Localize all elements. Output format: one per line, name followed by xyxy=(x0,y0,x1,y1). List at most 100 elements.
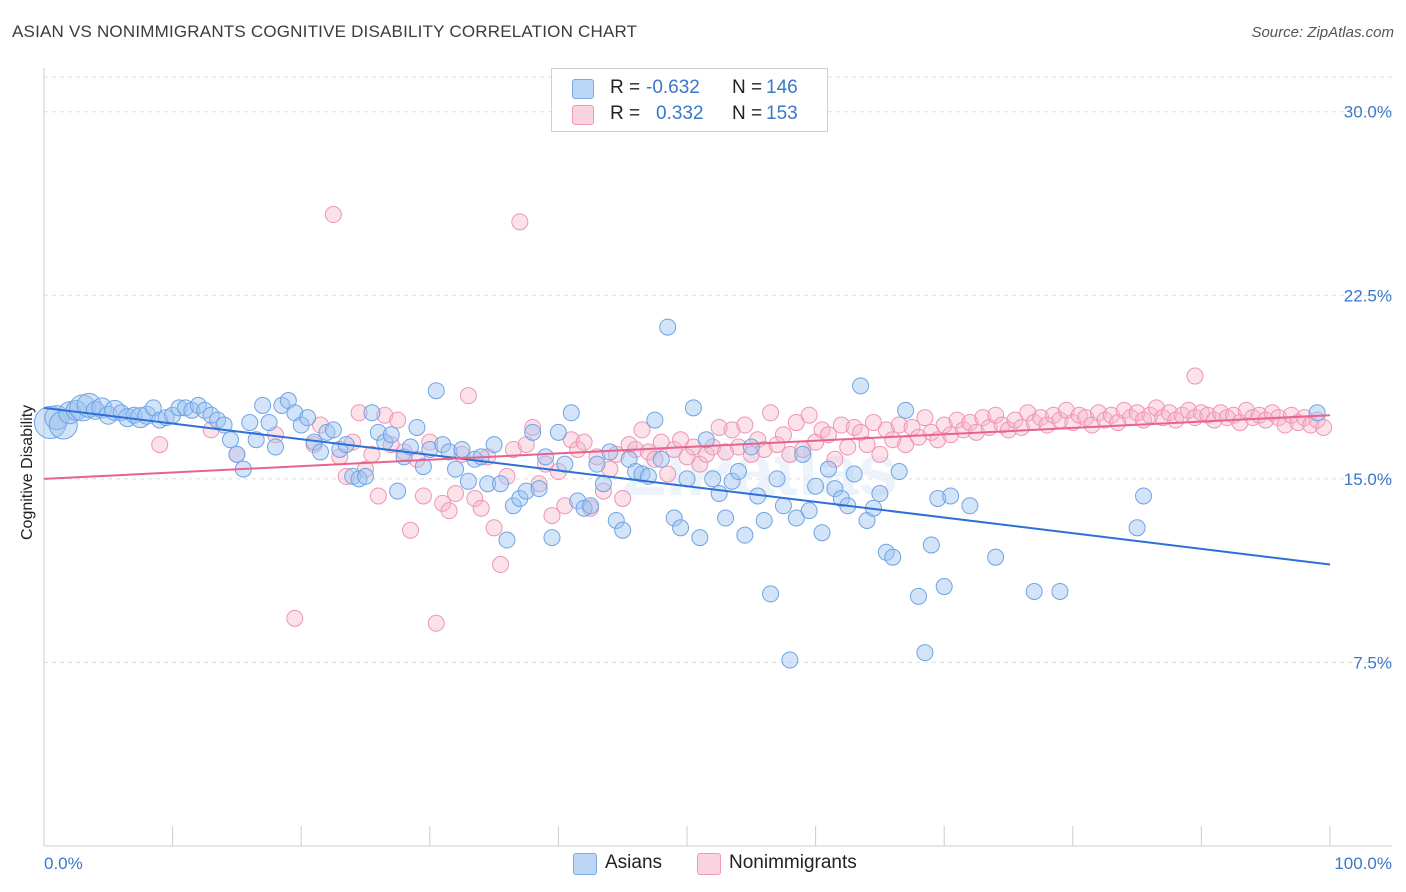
asian-point xyxy=(594,475,612,493)
nonimmigrant-point xyxy=(594,482,612,500)
asian-point xyxy=(813,524,831,542)
asian-point xyxy=(266,438,284,456)
asian-point xyxy=(723,472,741,490)
nonimmigrant-point xyxy=(909,428,927,446)
nonimmigrant-point xyxy=(736,416,754,434)
source-label: Source: ZipAtlas.com xyxy=(1251,24,1394,41)
asian-point xyxy=(897,401,915,419)
asian-point xyxy=(1025,582,1043,600)
asian-point xyxy=(530,480,548,498)
nonimmigrant-point xyxy=(524,418,542,436)
nonimmigrant-point xyxy=(492,556,510,574)
nonimmigrant-point xyxy=(588,448,606,466)
n-value: 153 xyxy=(766,103,798,124)
nonimmigrant-point xyxy=(1090,404,1108,422)
nonimmigrant-point xyxy=(1160,404,1178,422)
asian-point xyxy=(871,485,889,503)
asian-point xyxy=(832,489,850,507)
x-tick-labels: 0.0% 100.0% xyxy=(44,854,1392,873)
nonimmigrant-point xyxy=(414,487,432,505)
trend-lines xyxy=(43,406,1331,566)
nonimmigrant-point xyxy=(447,485,465,503)
asian-point xyxy=(241,414,259,432)
asian-point xyxy=(389,482,407,500)
asian-point xyxy=(1051,582,1069,600)
nonimmigrant-point xyxy=(1077,409,1095,427)
trend-line-asians xyxy=(43,406,1331,566)
legend-swatch-asians xyxy=(573,853,597,875)
nonimmigrant-point xyxy=(511,213,529,231)
asian-point xyxy=(935,578,953,596)
asian-point xyxy=(382,426,400,444)
asian-point xyxy=(76,392,102,418)
nonimmigrant-point xyxy=(729,438,747,456)
asian-point xyxy=(684,399,702,417)
nonimmigrant-point xyxy=(376,406,394,424)
nonimmigrant-point xyxy=(768,436,786,454)
asian-point xyxy=(704,470,722,488)
asian-point xyxy=(498,531,516,549)
trend-line-nonimmigrants xyxy=(43,414,1331,480)
asian-point xyxy=(427,382,445,400)
asian-point xyxy=(826,480,844,498)
nonimmigrant-point xyxy=(324,206,342,224)
nonimmigrant-point xyxy=(1315,418,1333,436)
chart-title: ASIAN VS NONIMMIGRANTS COGNITIVE DISABIL… xyxy=(12,22,638,41)
asian-point xyxy=(357,467,374,485)
nonimmigrant-point xyxy=(916,409,934,427)
asian-point xyxy=(774,497,792,515)
nonimmigrant-point xyxy=(1102,406,1120,424)
nonimmigrant-point xyxy=(755,440,773,458)
series-asians-points xyxy=(33,318,1326,669)
asian-point xyxy=(292,416,310,434)
nonimmigrant-point xyxy=(987,406,1005,424)
nonimmigrant-point xyxy=(858,436,876,454)
r-value: 0.332 xyxy=(656,103,704,124)
asian-point xyxy=(91,397,113,419)
nonimmigrant-point xyxy=(839,438,857,456)
legend-swatch-nonimmigrants xyxy=(697,853,721,875)
nonimmigrant-point xyxy=(472,499,490,517)
asian-point xyxy=(942,487,960,505)
nonimmigrant-point xyxy=(459,387,477,405)
asian-point xyxy=(1128,519,1146,537)
nonimmigrant-point xyxy=(1186,367,1204,385)
nonimmigrant-point xyxy=(1019,404,1037,422)
nonimmigrant-point xyxy=(665,440,683,458)
asian-point xyxy=(845,465,863,483)
asian-point xyxy=(691,529,709,547)
asian-point xyxy=(852,377,870,395)
asian-point xyxy=(582,497,600,515)
nonimmigrant-point xyxy=(633,421,651,439)
y-tick-label: 22.5% xyxy=(1344,286,1392,305)
nonimmigrant-point xyxy=(935,416,953,434)
nonimmigrant-point xyxy=(800,406,818,424)
nonimmigrant-point xyxy=(723,421,741,439)
r-label: R = xyxy=(610,103,641,124)
asian-point xyxy=(929,489,947,507)
asian-point xyxy=(729,463,747,481)
nonimmigrant-point xyxy=(890,416,908,434)
nonimmigrant-point xyxy=(498,467,516,485)
nonimmigrant-point xyxy=(787,414,805,432)
nonimmigrant-point xyxy=(1257,411,1275,429)
asian-point xyxy=(646,411,664,429)
asian-point xyxy=(414,458,432,476)
nonimmigrant-point xyxy=(819,426,837,444)
asian-point xyxy=(678,470,696,488)
asian-point xyxy=(363,404,381,422)
nonimmigrant-point xyxy=(440,502,458,520)
nonimmigrant-point xyxy=(710,418,728,436)
nonimmigrant-point xyxy=(1115,401,1133,419)
asian-point xyxy=(588,455,606,473)
asian-point xyxy=(311,443,329,461)
nonimmigrant-point xyxy=(762,404,780,422)
y-tick-label: 7.5% xyxy=(1353,653,1392,672)
nonimmigrant-point xyxy=(1237,401,1255,419)
nonimmigrant-point xyxy=(826,450,844,468)
nonimmigrant-point xyxy=(389,411,407,429)
asian-point xyxy=(922,536,940,554)
nonimmigrant-point xyxy=(774,426,792,444)
legend-label-nonimmigrants: Nonimmigrants xyxy=(729,852,857,873)
x-tick-label: 0.0% xyxy=(44,854,83,873)
